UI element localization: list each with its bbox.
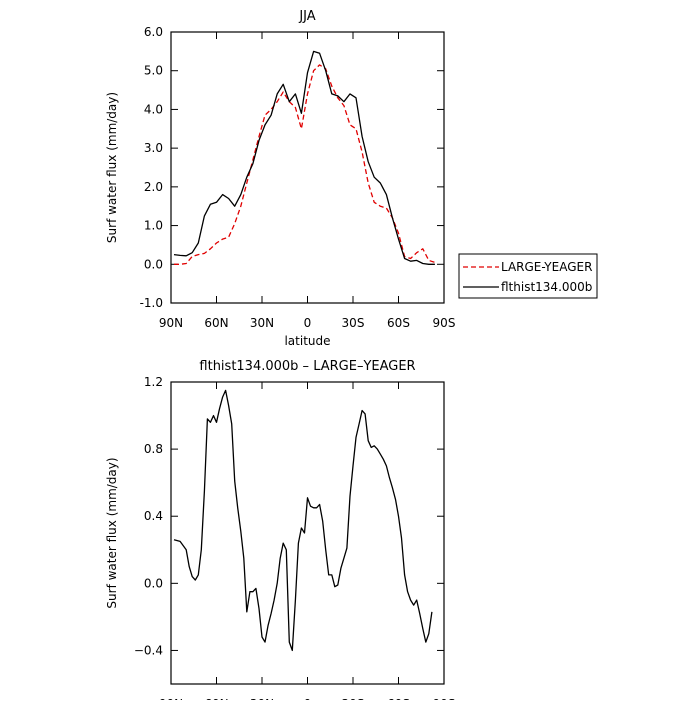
legend-label: LARGE-YEAGER [501, 260, 592, 274]
legend-label: flthist134.000b [501, 280, 592, 294]
panel-top-x-tick-label: 90N [159, 316, 183, 330]
panel-bottom-plot-area [170, 381, 445, 685]
panel-top-x-tick-label: 30S [342, 316, 365, 330]
panel-bottom-title: flthist134.000b – LARGE–YEAGER [199, 359, 415, 374]
panel-bottom-series [173, 389, 433, 652]
panel-top-series-line-flthist134-000b [173, 50, 435, 265]
panel-top-y-tick-label: 1.0 [144, 219, 163, 233]
panel-top-x-tick-label: 30N [250, 316, 274, 330]
panel-bottom-series-line-0 [173, 389, 433, 652]
panel-bottom-y-tick-label: 0.0 [144, 576, 163, 590]
panel-bottom-y-tick-label: 0.4 [144, 509, 163, 523]
panel-top-y-tick-label: 2.0 [144, 180, 163, 194]
panel-top-x-tick-label: 90S [433, 316, 456, 330]
panel-bottom-y-axis-label: Surf water flux (mm/day) [105, 457, 119, 608]
legend: LARGE-YEAGER flthist134.000b [458, 253, 598, 299]
legend-items: LARGE-YEAGER flthist134.000b [463, 260, 592, 294]
panel-top: JJA latitude Surf water flux (mm/day) 90… [105, 9, 455, 348]
panel-top-y-tick-label: 0.0 [144, 257, 163, 271]
panel-top-x-axis-label: latitude [284, 334, 330, 348]
panel-top-title: JJA [298, 9, 315, 24]
panel-top-x-tick-label: 60S [387, 316, 410, 330]
panel-top-x-tick-label: 60N [204, 316, 228, 330]
panel-bottom: flthist134.000b – LARGE–YEAGER latitude … [105, 359, 456, 705]
panel-top-x-tick-label: 0 [304, 316, 312, 330]
panel-top-y-tick-label: 6.0 [144, 25, 163, 39]
panel-bottom-y-tick-label: 1.2 [144, 375, 163, 389]
panel-top-ticks: 90N 60N 30N 0 30S 60S 90S -1.0 0.0 1.0 2.0 3.0 4.0 5.… [140, 25, 456, 330]
panel-top-y-tick-label: 4.0 [144, 102, 163, 116]
panel-top-y-axis-label: Surf water flux (mm/day) [105, 92, 119, 243]
panel-bottom-y-tick-label: 0.8 [144, 442, 163, 456]
panel-top-y-tick-label: -1.0 [140, 296, 163, 310]
panel-top-y-tick-label: 5.0 [144, 64, 163, 78]
panel-bottom-y-tick-label: −0.4 [134, 643, 163, 657]
panel-top-series [173, 50, 436, 265]
panel-top-y-tick-label: 3.0 [144, 141, 163, 155]
legend-box [458, 253, 598, 299]
